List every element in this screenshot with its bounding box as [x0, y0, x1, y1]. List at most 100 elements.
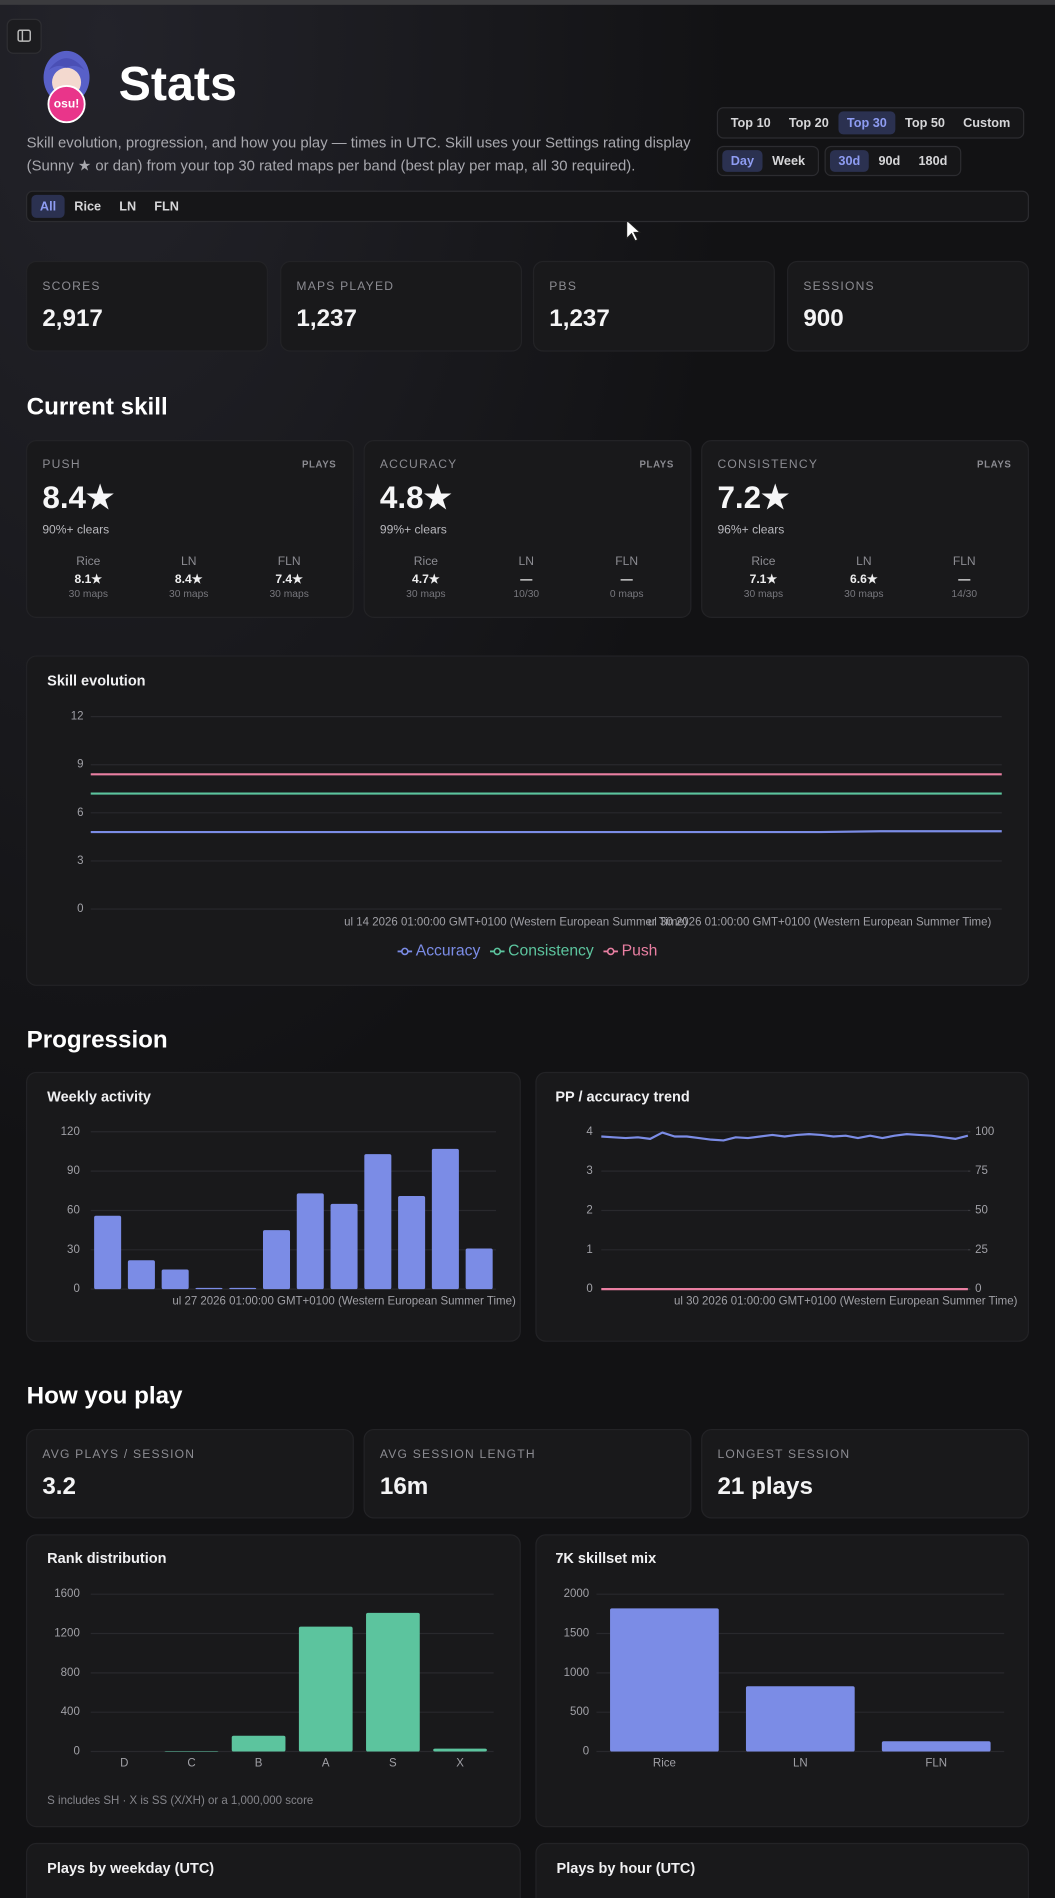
- legend-label: Accuracy: [416, 943, 481, 960]
- legend-marker: [493, 947, 502, 956]
- skill-label: CONSISTENCY: [717, 457, 818, 471]
- band-name: LN: [181, 554, 196, 568]
- avatar-bangs: [48, 58, 85, 71]
- toggle-label[interactable]: 180d: [918, 154, 947, 168]
- toggle-button[interactable]: [722, 150, 763, 172]
- band-value: —: [958, 572, 971, 586]
- toggle-label[interactable]: FLN: [154, 199, 179, 213]
- avatar: osu!: [43, 50, 90, 124]
- stat-label: SCORES: [42, 279, 100, 293]
- x-tick-label: B: [255, 1758, 263, 1770]
- bar: [231, 1735, 286, 1752]
- bar: [431, 1148, 459, 1290]
- toggle-button[interactable]: [838, 111, 896, 135]
- toggle-label[interactable]: 90d: [878, 154, 900, 168]
- card: [280, 260, 523, 352]
- band-name: FLN: [953, 554, 976, 568]
- skill-sub: 90%+ clears: [42, 522, 109, 536]
- y-tick-label: 400: [61, 1706, 80, 1718]
- card: [363, 1428, 692, 1519]
- y-tick-label: 0: [73, 1283, 79, 1295]
- toggle-label[interactable]: All: [40, 199, 56, 213]
- toggle-label[interactable]: Top 50: [905, 116, 945, 130]
- legend-marker: [401, 947, 409, 956]
- series-line: [601, 1131, 969, 1142]
- band-value: —: [520, 572, 533, 586]
- skill-label: ACCURACY: [380, 457, 458, 471]
- toggle-button[interactable]: [829, 150, 869, 172]
- chart-title: 7K skillset mix: [555, 1551, 656, 1567]
- toggle-label[interactable]: Top 20: [789, 116, 829, 130]
- bar: [433, 1748, 487, 1752]
- legend-marker: [606, 947, 615, 956]
- toggle-label[interactable]: Rice: [74, 199, 101, 213]
- chart-title: Plays by weekday (UTC): [47, 1861, 214, 1877]
- x-tick-label: C: [187, 1758, 195, 1770]
- bar: [161, 1269, 189, 1290]
- y-tick-label: 3: [586, 1165, 592, 1177]
- toggle-label[interactable]: LN: [119, 199, 136, 213]
- card: [701, 1428, 1029, 1519]
- y-tick-label: 800: [61, 1667, 80, 1679]
- toggle-label[interactable]: Week: [772, 154, 806, 168]
- card: [26, 260, 268, 352]
- badge-label: osu!: [54, 96, 80, 110]
- toggle-label[interactable]: Custom: [963, 116, 1010, 130]
- x-tick-label: S: [389, 1758, 397, 1770]
- y-tick-label: 1: [586, 1244, 592, 1256]
- skill-tag: PLAYS: [302, 459, 336, 470]
- band-name: LN: [856, 554, 871, 568]
- card: [26, 655, 1029, 986]
- skill-value: 8.4★: [42, 480, 114, 515]
- y2-tick-label: 50: [975, 1204, 988, 1216]
- section-title: Progression: [27, 1026, 168, 1053]
- top-strip: [0, 0, 1055, 5]
- stat-value: 16m: [380, 1473, 428, 1500]
- y-tick-label: 1000: [564, 1667, 590, 1679]
- band-count: 30 maps: [744, 589, 783, 600]
- card: [535, 1071, 1029, 1342]
- osu-badge: [47, 85, 86, 124]
- y-tick-label: 60: [67, 1204, 80, 1216]
- x-tick-label: A: [322, 1758, 330, 1770]
- stat-value: 2,917: [42, 305, 103, 332]
- x-tick-label: LN: [793, 1758, 808, 1770]
- chart-title: Skill evolution: [47, 673, 145, 689]
- y-tick-label: 30: [67, 1244, 80, 1256]
- stat-value: 1,237: [296, 305, 357, 332]
- toggle-label[interactable]: Top 30: [847, 116, 887, 130]
- y-tick-label: 6: [77, 807, 83, 819]
- skill-tag: PLAYS: [977, 459, 1011, 470]
- y2-tick-label: 100: [975, 1126, 994, 1138]
- sidebar-toggle-button[interactable]: [6, 18, 42, 54]
- band-value: 8.1★: [74, 572, 102, 586]
- band-name: Rice: [414, 554, 438, 568]
- bar: [881, 1741, 991, 1752]
- toggle-button[interactable]: [31, 194, 65, 218]
- sidebar-toggle[interactable]: [6, 18, 42, 54]
- stat-value: 900: [803, 305, 843, 332]
- x-tick-label: X: [456, 1758, 464, 1770]
- mouse-cursor: [626, 219, 642, 242]
- y2-tick-label: 25: [975, 1244, 988, 1256]
- skill-tag: PLAYS: [640, 459, 674, 470]
- toggle-label[interactable]: Day: [731, 154, 754, 168]
- y-tick-label: 1500: [564, 1628, 590, 1640]
- y-tick-label: 9: [77, 759, 83, 771]
- stat-label: AVG PLAYS / SESSION: [42, 1447, 195, 1461]
- sidebar-icon: [17, 29, 31, 42]
- y-tick-label: 90: [67, 1165, 80, 1177]
- bar: [262, 1230, 291, 1290]
- toggle-label[interactable]: 30d: [838, 154, 860, 168]
- bar: [195, 1287, 223, 1290]
- chart-footnote: S includes SH · X is SS (X/XH) or a 1,00…: [47, 1795, 313, 1807]
- bar: [366, 1612, 420, 1752]
- toggle-label[interactable]: Top 10: [731, 116, 771, 130]
- description-box: Skill evolution, progression, and how yo…: [27, 134, 691, 174]
- skill-value: 4.8★: [380, 480, 452, 515]
- bar: [330, 1203, 358, 1290]
- card: [26, 1842, 521, 1898]
- band-value: 7.4★: [275, 572, 303, 586]
- card: [26, 1428, 354, 1519]
